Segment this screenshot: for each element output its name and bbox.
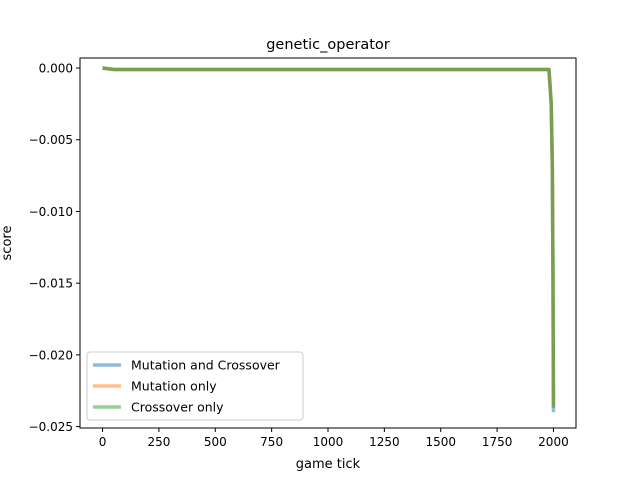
x-axis: 0 250 500 750 1000 1250 1500 1750 2000 — [99, 428, 569, 449]
y-tick-label: 0.000 — [39, 62, 73, 76]
x-tick-label: 0 — [99, 435, 107, 449]
y-axis: 0.000 −0.005 −0.010 −0.015 −0.020 −0.025 — [29, 62, 80, 434]
series-lines — [102, 66, 556, 413]
y-tick-label: −0.005 — [29, 133, 73, 147]
x-tick-label: 2000 — [538, 435, 569, 449]
y-tick-label: −0.015 — [29, 277, 73, 291]
legend-label: Mutation only — [131, 379, 217, 394]
x-tick-label: 750 — [260, 435, 283, 449]
y-tick-label: −0.025 — [29, 420, 73, 434]
legend-box — [86, 351, 304, 421]
x-tick-label: 1000 — [313, 435, 344, 449]
x-tick-label: 1750 — [482, 435, 513, 449]
legend-label: Crossover only — [131, 400, 224, 415]
y-tick-label: −0.020 — [29, 348, 73, 362]
legend-label: Mutation and Crossover — [131, 358, 281, 373]
x-tick-label: 1500 — [425, 435, 456, 449]
x-tick-label: 1250 — [369, 435, 400, 449]
y-axis-label: score — [0, 226, 15, 261]
x-axis-label: game tick — [296, 457, 361, 472]
series-line-2 — [102, 66, 556, 408]
chart-title: genetic_operator — [266, 37, 390, 53]
y-tick-label: −0.010 — [29, 205, 73, 219]
x-tick-label: 500 — [204, 435, 227, 449]
legend: Mutation and Crossover Mutation only Cross… — [86, 351, 304, 421]
x-tick-label: 250 — [147, 435, 170, 449]
